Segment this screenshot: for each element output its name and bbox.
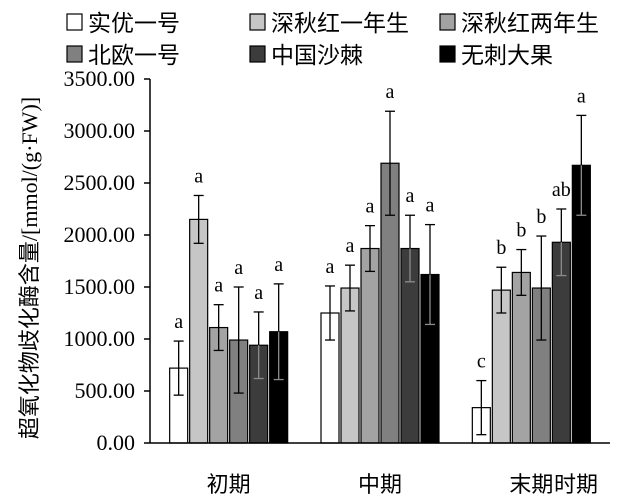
legend-swatch: [249, 13, 266, 31]
significance-label: a: [274, 254, 283, 276]
significance-label: a: [406, 185, 415, 207]
significance-label: ab: [552, 179, 571, 201]
significance-label: a: [326, 256, 335, 278]
legend-label: 无刺大果: [461, 43, 553, 68]
x-axis-label: 时期: [554, 472, 598, 497]
x-category-label: 末期: [509, 472, 553, 497]
legend-swatch: [66, 13, 83, 31]
significance-label: a: [426, 195, 435, 217]
bar-series-3-category-2: [360, 247, 380, 444]
y-tick-label: 3000.00: [64, 118, 136, 143]
significance-label: a: [234, 257, 243, 279]
legend-label: 深秋红一年生: [271, 11, 409, 36]
significance-label: a: [346, 235, 355, 257]
legend-label: 中国沙棘: [271, 43, 363, 68]
legend-label: 实优一号: [88, 11, 180, 36]
y-tick-label: 1000.00: [64, 326, 136, 351]
significance-label: a: [254, 282, 263, 304]
y-tick-label: 2500.00: [64, 170, 136, 195]
x-category-label: 中期: [358, 472, 402, 497]
significance-label: c: [477, 351, 486, 373]
y-axis: 0.00 500.00 1000.00 1500.00 2000.00 2500.00 30…: [64, 66, 151, 455]
y-tick-label: 500.00: [75, 378, 136, 403]
bar-series-2-category-1: [189, 218, 209, 444]
significance-label: a: [366, 196, 375, 218]
significance-label: a: [577, 85, 586, 107]
x-axis: 初期 中期 末期: [150, 442, 610, 497]
legend-label: 深秋红两年生: [461, 11, 599, 36]
significance-label: b: [496, 237, 506, 259]
y-tick-label: 1500.00: [64, 274, 136, 299]
legend-swatch: [439, 45, 456, 63]
y-tick-label: 3500.00: [64, 66, 136, 91]
y-axis-label: 超氧化物歧化酶含量/[mmol/(g·FW)]: [17, 97, 42, 439]
significance-label: a: [214, 275, 223, 297]
significance-label: a: [194, 165, 203, 187]
legend-label: 北欧一号: [88, 43, 180, 68]
legend-swatch: [66, 45, 83, 63]
y-tick-label: 2000.00: [64, 222, 136, 247]
legend-swatch: [439, 13, 456, 31]
legend-swatch: [249, 45, 266, 63]
bar-series-3-category-3: [511, 271, 531, 444]
significance-label: a: [386, 81, 395, 103]
x-category-label: 初期: [207, 472, 251, 497]
y-tick-label: 0.00: [97, 430, 136, 455]
significance-label: a: [174, 311, 183, 333]
significance-label: b: [516, 220, 526, 242]
significance-label: b: [536, 206, 546, 228]
